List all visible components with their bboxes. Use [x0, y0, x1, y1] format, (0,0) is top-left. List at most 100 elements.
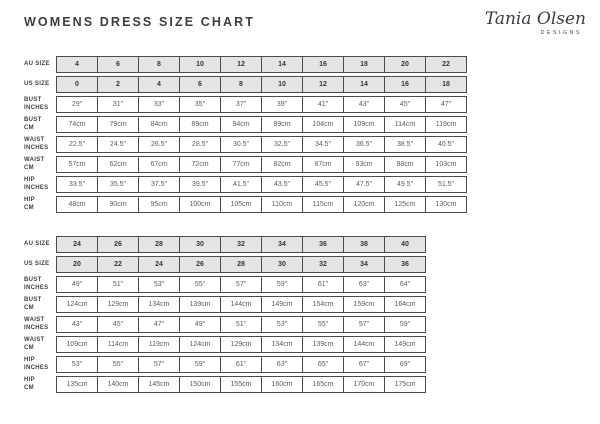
- table-cell: 49": [56, 276, 98, 293]
- table-cell: 43": [56, 316, 98, 333]
- table-cell: 154cm: [302, 296, 344, 313]
- table-cell: 36: [302, 236, 344, 253]
- table-cell: 98cm: [384, 156, 426, 173]
- table-row: WAIST INCHES 22.5" 24.5" 26.5" 28.5" 30.5" 32.5…: [24, 136, 467, 153]
- table-cell: 69": [384, 356, 426, 373]
- table-cell: 22.5": [56, 136, 98, 153]
- table-cell: 51": [220, 316, 262, 333]
- table-cell: 175cm: [384, 376, 426, 393]
- brand-subtitle: DESIGNS: [540, 29, 582, 36]
- table-cell: 28: [220, 256, 262, 273]
- table-cell: 33.5": [56, 176, 98, 193]
- table-cell: 63": [343, 276, 385, 293]
- table-cell: 55": [97, 356, 139, 373]
- table-cell: 165cm: [302, 376, 344, 393]
- table-cell: 129cm: [220, 336, 262, 353]
- table-cell: 12: [220, 56, 262, 73]
- table-cell: 125cm: [384, 196, 426, 213]
- table-cell: 90cm: [97, 196, 139, 213]
- table-cell: 120cm: [343, 196, 385, 213]
- table-cell: 134cm: [261, 336, 303, 353]
- table-row: WAIST INCHES 43" 45" 47" 49" 51" 53" 55" 57" 59": [24, 316, 426, 333]
- table-row: US SIZE 20 22 24 26 28 30 32 34 36: [24, 256, 426, 273]
- table-cell: 30.5": [220, 136, 262, 153]
- table-cell: 4: [138, 76, 180, 93]
- table-cell: 41": [302, 96, 344, 113]
- table-cell: 57": [343, 316, 385, 333]
- table-cell: 72cm: [179, 156, 221, 173]
- table-cell: 109cm: [56, 336, 98, 353]
- table-row: HIP CM 48cm 90cm 95cm 100cm 105cm 110cm 115cm 120…: [24, 196, 467, 213]
- table-cell: 115cm: [302, 196, 344, 213]
- table-cell: 67": [343, 356, 385, 373]
- table-cell: 119cm: [138, 336, 180, 353]
- table-cell: 47": [138, 316, 180, 333]
- table-cell: 53": [138, 276, 180, 293]
- table-cell: 28: [138, 236, 180, 253]
- table-cell: 28.5": [179, 136, 221, 153]
- row-label: WAIST CM: [24, 157, 45, 171]
- table-cell: 43": [343, 96, 385, 113]
- table-cell: 61": [302, 276, 344, 293]
- table-cell: 59": [384, 316, 426, 333]
- table-cell: 114cm: [97, 336, 139, 353]
- table-cell: 38: [343, 236, 385, 253]
- table-cell: 34: [261, 236, 303, 253]
- row-label: BUST CM: [24, 297, 42, 311]
- table-cell: 51": [97, 276, 139, 293]
- table-row: WAIST CM 109cm 114cm 119cm 124cm 129cm 134cm 139…: [24, 336, 426, 353]
- table-cell: 30: [179, 236, 221, 253]
- table-cell: 57": [138, 356, 180, 373]
- table-cell: 20: [384, 56, 426, 73]
- table-cell: 34.5": [302, 136, 344, 153]
- table-cell: 160cm: [261, 376, 303, 393]
- table-cell: 32.5": [261, 136, 303, 153]
- table-cell: 45.5": [302, 176, 344, 193]
- table-cell: 63": [261, 356, 303, 373]
- table-cell: 87cm: [302, 156, 344, 173]
- table-cell: 30: [261, 256, 303, 273]
- row-label: AU SIZE: [24, 60, 50, 67]
- row-label: HIP CM: [24, 377, 35, 391]
- table-cell: 149cm: [261, 296, 303, 313]
- table-cell: 39": [261, 96, 303, 113]
- table-cell: 159cm: [343, 296, 385, 313]
- table-row: HIP INCHES 33.5" 35.5" 37.5" 39.5" 41.5" 43.5" 4…: [24, 176, 467, 193]
- table-cell: 37": [220, 96, 262, 113]
- table-cell: 18: [425, 76, 467, 93]
- table-cell: 14: [261, 56, 303, 73]
- table-cell: 114cm: [384, 116, 426, 133]
- table-cell: 59": [261, 276, 303, 293]
- table-cell: 49.5": [384, 176, 426, 193]
- table-cell: 55": [179, 276, 221, 293]
- table-cell: 38.5": [384, 136, 426, 153]
- table-cell: 37.5": [138, 176, 180, 193]
- table-cell: 14: [343, 76, 385, 93]
- brand-name: Tania Olsen: [484, 9, 586, 29]
- row-label: BUST CM: [24, 117, 42, 131]
- row-label: US SIZE: [24, 80, 50, 87]
- table-cell: 134cm: [138, 296, 180, 313]
- table-cell: 12: [302, 76, 344, 93]
- table-cell: 49": [179, 316, 221, 333]
- table-cell: 53": [56, 356, 98, 373]
- table-row: AU SIZE 24 26 28 30 32 34 36 38 40: [24, 236, 426, 253]
- row-label: WAIST INCHES: [24, 317, 49, 331]
- table-cell: 20: [56, 256, 98, 273]
- table-cell: 10: [261, 76, 303, 93]
- table-cell: 109cm: [343, 116, 385, 133]
- size-table-plus: AU SIZE 24 26 28 30 32 34 36 38 40 US SIZE 20 22 24 26…: [24, 236, 426, 396]
- table-cell: 40: [384, 236, 426, 253]
- table-cell: 62cm: [97, 156, 139, 173]
- table-cell: 24.5": [97, 136, 139, 153]
- table-cell: 26.5": [138, 136, 180, 153]
- table-cell: 45": [384, 96, 426, 113]
- table-cell: 6: [97, 56, 139, 73]
- row-label: WAIST CM: [24, 337, 45, 351]
- table-cell: 82cm: [261, 156, 303, 173]
- table-cell: 55": [302, 316, 344, 333]
- table-row: HIP INCHES 53" 55" 57" 59" 61" 63" 65" 67" 69": [24, 356, 426, 373]
- table-row: BUST CM 124cm 129cm 134cm 139cm 144cm 149cm 154c…: [24, 296, 426, 313]
- row-label: HIP CM: [24, 197, 35, 211]
- table-cell: 36: [384, 256, 426, 273]
